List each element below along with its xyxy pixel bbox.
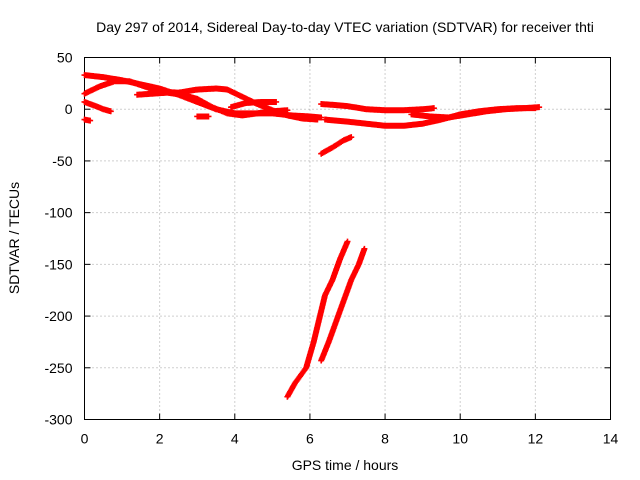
data-track: [81, 98, 114, 115]
data-track: [194, 113, 212, 120]
data-point-markers: [318, 245, 368, 364]
x-axis-label: GPS time / hours: [292, 457, 399, 473]
y-tick-label: -100: [44, 205, 72, 221]
y-tick-label: -150: [44, 256, 72, 272]
data-track: [318, 101, 437, 114]
data-track: [134, 89, 291, 119]
data-point-markers: [228, 98, 280, 111]
data-track: [228, 98, 280, 111]
x-axis-tick-labels: 0 2 4 6 8 10 12 14: [81, 431, 619, 447]
x-tick-label: 8: [381, 431, 389, 447]
data-series: [81, 72, 543, 400]
data-track: [81, 116, 94, 124]
data-track: [318, 245, 368, 364]
x-tick-label: 12: [528, 431, 544, 447]
y-axis-label: SDTVAR / TECUs: [6, 182, 22, 294]
axis-ticks: [84, 57, 611, 420]
x-tick-label: 14: [603, 431, 619, 447]
plot-frame: [84, 57, 611, 420]
y-tick-label: -50: [52, 153, 72, 169]
y-tick-label: 0: [65, 101, 73, 117]
data-track: [408, 104, 543, 121]
data-point-markers: [318, 101, 437, 114]
data-point-markers: [284, 238, 351, 400]
data-point-markers: [134, 89, 291, 119]
y-tick-label: -300: [44, 412, 72, 428]
y-tick-label: -250: [44, 360, 72, 376]
y-tick-label: -200: [44, 308, 72, 324]
y-axis-tick-labels: -300 -250 -200 -150 -100 -50 0 50: [44, 50, 72, 428]
chart-title: Day 297 of 2014, Sidereal Day-to-day VTE…: [96, 19, 594, 35]
y-tick-label: 50: [57, 50, 73, 66]
x-tick-label: 10: [452, 431, 468, 447]
data-point-markers: [194, 113, 212, 120]
x-tick-label: 6: [306, 431, 314, 447]
data-point-markers: [408, 104, 543, 121]
x-tick-label: 0: [81, 431, 89, 447]
data-point-markers: [81, 116, 94, 124]
data-track: [284, 238, 351, 400]
x-tick-label: 2: [156, 431, 164, 447]
data-track: [318, 134, 355, 157]
data-point-markers: [81, 98, 114, 115]
x-tick-label: 4: [231, 431, 239, 447]
grid: [84, 57, 611, 420]
data-point-markers: [318, 134, 355, 157]
